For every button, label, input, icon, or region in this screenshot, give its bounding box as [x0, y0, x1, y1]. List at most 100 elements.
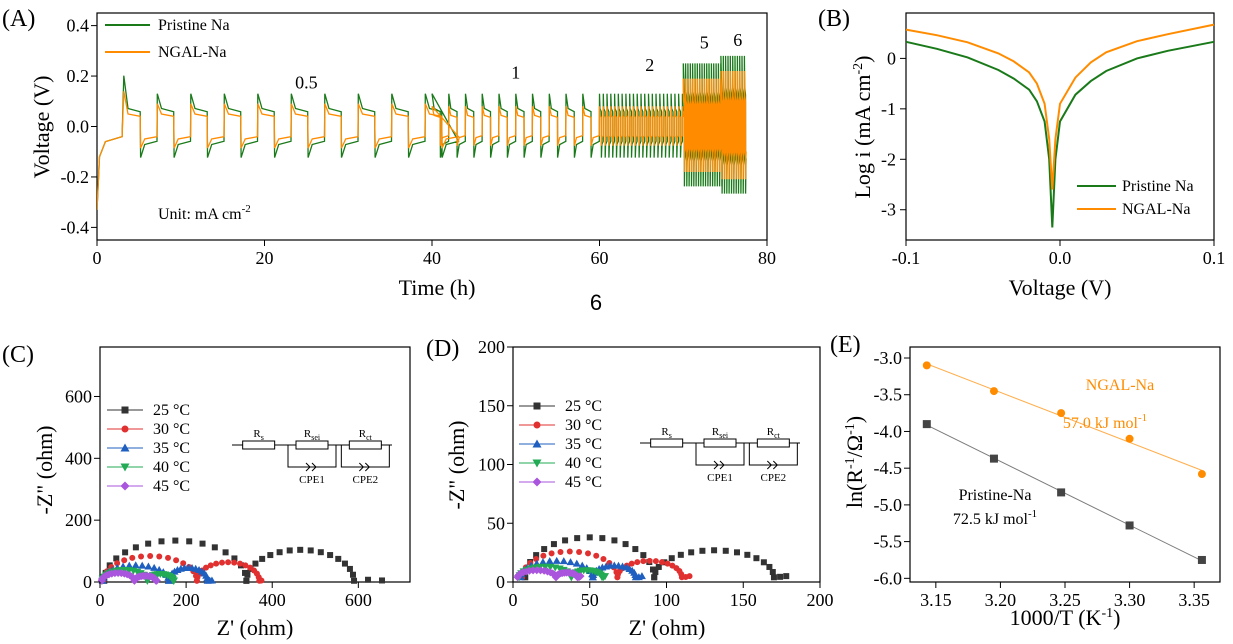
data-point-circle	[213, 560, 220, 567]
panel-b-ticks: -0.1 0.0 0.1 -3 -2 -1 0	[881, 48, 1225, 268]
panel-b-ylabel: Log i (mA cm-2)	[850, 55, 875, 198]
data-point-square	[267, 552, 274, 559]
resistor-subscript: ct	[774, 431, 781, 440]
cpe-label: CPE2	[760, 472, 786, 484]
x-tick-label: -0.1	[892, 248, 921, 268]
y-tick-label: 200	[65, 510, 92, 530]
rate-label: 5	[700, 32, 709, 52]
panel-a: (A) 0 20 40 60 80-0.4-0.20.00.20.4 Time (h) …	[2, 6, 776, 300]
data-point-square	[335, 555, 342, 562]
x-tick-label: 40	[423, 248, 441, 268]
y-tick-label: 200	[478, 337, 505, 357]
data-point-circle	[138, 553, 145, 560]
data-point-circle	[231, 559, 238, 566]
resistor-label: Rs	[253, 428, 263, 442]
data-point-triangle-up	[566, 558, 575, 566]
resistor-symbol: R	[661, 426, 669, 438]
data-point-square	[989, 454, 998, 463]
panel-c-plot-area	[97, 537, 386, 585]
data-point-circle	[576, 548, 583, 555]
data-point-square	[158, 538, 165, 545]
y-tick-label: -2	[881, 149, 896, 169]
data-point-triangle-up	[120, 443, 130, 452]
panel-c-frame	[99, 346, 411, 583]
panel-e-ylabel-c: )	[842, 416, 867, 423]
data-point-triangle-up	[125, 561, 134, 569]
tafel-curve-ngal-na	[905, 23, 1215, 190]
resistor-label: Rsei	[712, 426, 729, 440]
data-point-square	[199, 540, 206, 547]
data-point-square	[317, 549, 324, 556]
data-point-circle	[540, 552, 547, 559]
y-tick-label: 0.2	[67, 66, 90, 86]
data-point-triangle-up	[207, 576, 216, 584]
data-point-square	[722, 547, 729, 554]
data-point-circle	[658, 559, 665, 566]
data-point-triangle-up	[578, 561, 587, 569]
y-tick-label: 0.4	[67, 16, 90, 36]
data-point-circle	[225, 559, 232, 566]
panel-c-xlabel: Z' (ohm)	[217, 615, 294, 640]
data-point-square	[777, 573, 784, 580]
x-tick-label: 3.15	[920, 590, 952, 610]
x-tick-label: 0.0	[1049, 248, 1072, 268]
x-tick-label: 60	[591, 248, 609, 268]
data-point-circle	[237, 560, 244, 567]
panel-a-rate-labels: 0.5 1 2 5 6	[295, 30, 742, 93]
y-tick-label: -5.0	[874, 495, 903, 515]
panel-b-ylabel-main: Log i (mA cm	[850, 74, 875, 198]
data-point-square	[733, 549, 740, 556]
resistor	[756, 438, 790, 448]
legend-label: 45 °C	[153, 478, 190, 495]
data-point-square	[770, 574, 777, 581]
panel-e: (E) 3.15 3.20 3.25 3.30 3.35 -6.0 -5.5 -5.0 -4.5…	[830, 332, 1221, 630]
data-point-triangle-up	[144, 562, 153, 570]
legend-label: 25 °C	[565, 398, 602, 415]
cpe-label: CPE2	[352, 474, 378, 486]
data-point-circle	[533, 421, 541, 429]
y-tick-label: 50	[487, 513, 505, 533]
y-tick-label: 100	[478, 455, 505, 475]
data-point-circle	[557, 548, 564, 555]
data-point-diamond	[576, 572, 585, 581]
data-point-square	[711, 547, 718, 554]
panel-e-xlabel-end: )	[1113, 605, 1120, 630]
data-point-square	[252, 560, 259, 567]
resistor-symbol: R	[304, 428, 312, 440]
resistor-subscript: ct	[366, 433, 373, 442]
data-point-square	[327, 552, 334, 559]
data-point-square	[346, 565, 353, 572]
x-tick-label: 150	[730, 590, 757, 610]
y-tick-label: 0	[496, 572, 505, 592]
y-tick-label: 600	[65, 386, 92, 406]
data-point-circle	[1197, 470, 1206, 479]
data-point-diamond	[532, 477, 542, 487]
stray-text: 6	[590, 290, 602, 315]
data-point-square	[766, 563, 773, 570]
data-point-square	[586, 534, 593, 541]
data-point-square	[783, 573, 790, 580]
data-point-triangle-up	[138, 561, 147, 569]
data-point-square	[651, 574, 658, 581]
data-point-square	[533, 402, 541, 410]
data-point-square	[760, 559, 767, 566]
data-point-triangle-up	[150, 563, 159, 571]
data-point-square	[574, 535, 581, 542]
data-point-circle	[156, 553, 163, 560]
resistor	[242, 440, 276, 450]
x-tick-label: 200	[807, 590, 834, 610]
data-point-circle	[989, 387, 998, 396]
y-tick-label: 0	[887, 48, 896, 68]
data-point-triangle-down	[601, 573, 610, 581]
data-point-square	[243, 577, 250, 584]
data-point-circle	[1057, 409, 1066, 418]
data-point-square	[632, 546, 639, 553]
panel-a-unit-note: Unit: mA cm-2	[158, 203, 251, 223]
legend-label: 30 °C	[565, 417, 602, 434]
y-tick-label: -4.5	[874, 458, 903, 478]
legend-ngal-a: NGAL-Na	[158, 44, 226, 61]
cpe-branch	[695, 443, 745, 466]
legend-ngal-b: NGAL-Na	[1122, 201, 1190, 218]
